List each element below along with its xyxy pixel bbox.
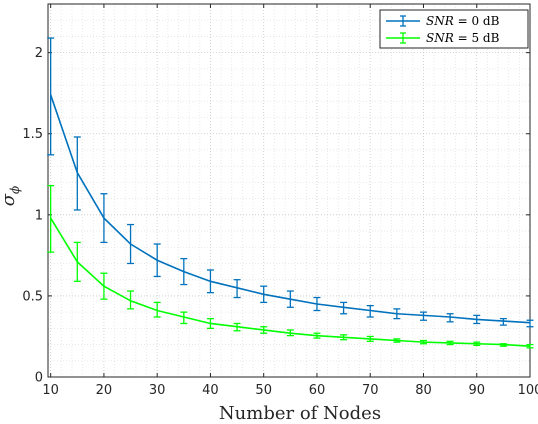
error-bar [73,136,81,211]
grid [48,4,531,377]
x-tick-label: 80 [415,383,432,398]
series-group [47,37,534,349]
x-tick-label: 30 [149,383,166,398]
error-bar [153,243,161,278]
error-bar [393,338,401,343]
error-bar [473,341,481,347]
error-bar [286,290,294,308]
error-bar [446,313,454,323]
y-tick-label: 0 [35,371,43,386]
legend-entry-1: SNR = 5 dB [386,31,500,45]
error-bar [340,334,348,341]
error-bar [100,193,108,244]
error-bar [153,301,161,318]
y-tick-label: 2 [35,46,43,61]
error-bar [340,301,348,315]
y-axis-label-subscript: ϕ [8,186,22,194]
error-bar [393,308,401,320]
error-bar [47,184,55,253]
error-bar [260,326,268,334]
y-tick-label: 1.5 [22,127,43,142]
error-bar [233,279,241,299]
error-bar [419,311,427,321]
error-bar [73,241,81,282]
x-axis-label: Number of Nodes [219,403,381,424]
y-tick-label: 0.5 [22,289,43,304]
error-bar [526,319,534,328]
error-bar [419,339,427,345]
x-tick-label: 40 [202,383,219,398]
plot-area-frame [47,3,531,378]
error-bar [499,343,507,347]
error-bar [499,317,507,326]
error-bar [206,269,214,294]
legend-label-value: = 0 dB [454,14,500,28]
error-bar [526,343,534,349]
legend-label-value: = 5 dB [454,31,500,45]
legend-label: SNR = 5 dB [426,31,500,45]
x-tick-label: 100 [518,383,538,398]
x-tick-label: 50 [255,383,272,398]
y-axis-label-main: σ [0,193,19,206]
error-bar [366,335,374,342]
legend-entry-0: SNR = 0 dB [386,14,500,28]
error-bar [100,272,108,300]
x-tick-label: 60 [309,383,326,398]
error-bar [366,304,374,318]
error-bar [446,340,454,346]
error-bar [127,223,135,265]
error-bar [473,314,481,325]
x-tick-label: 90 [468,383,485,398]
error-bar [47,37,55,156]
tick-labels: 10 20 30 40 50 60 70 80 90 100 0 0.5 1 1.5 2 [22,46,538,398]
x-tick-label: 10 [42,383,59,398]
series-0 [47,37,534,328]
y-axis-label: σϕ [0,186,22,206]
legend-label: SNR = 0 dB [426,14,500,28]
legend-label-variable: SNR [426,14,454,28]
error-bar [286,329,294,337]
error-bar [260,285,268,304]
error-bar [313,296,321,312]
error-bar [233,322,241,332]
x-tick-label: 70 [362,383,379,398]
error-bar [180,257,188,286]
axis-ticks [48,4,531,378]
x-tick-label: 20 [96,383,113,398]
y-tick-label: 1 [35,208,43,223]
legend-label-variable: SNR [426,31,454,45]
error-bar [180,311,188,325]
error-bar [127,290,135,310]
error-bar [313,332,321,339]
series-1 [47,184,534,349]
error-bar [206,317,214,329]
